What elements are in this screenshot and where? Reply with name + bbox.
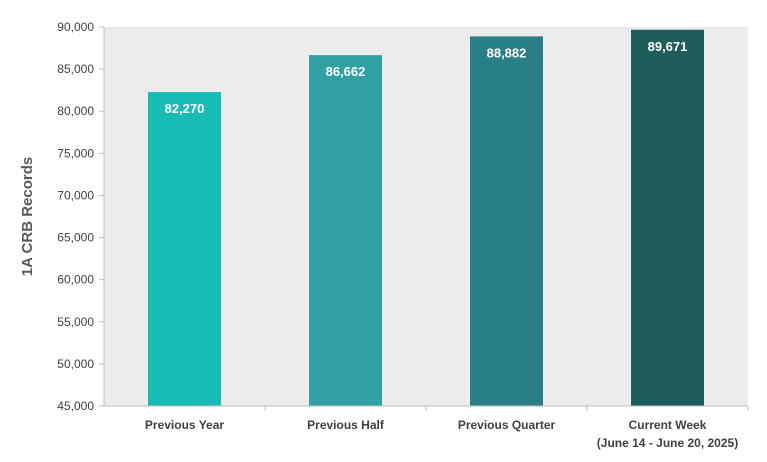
bar <box>470 36 543 406</box>
bar-value-label: 89,671 <box>648 39 688 54</box>
x-tick-label: Previous Half <box>307 418 385 432</box>
x-tick-label: Current Week <box>629 418 707 432</box>
y-tick-label: 60,000 <box>57 273 94 287</box>
bar-value-label: 86,662 <box>326 64 366 79</box>
y-tick-label: 50,000 <box>57 357 94 371</box>
y-tick-label: 80,000 <box>57 104 94 118</box>
x-axis: Previous Year Previous Half Previous Quart… <box>104 405 749 450</box>
y-tick-label: 65,000 <box>57 231 94 245</box>
y-tick-label: 85,000 <box>57 62 94 76</box>
y-tick-label: 70,000 <box>57 188 94 202</box>
y-axis-title: 1A CRB Records <box>19 157 36 276</box>
bar <box>631 29 704 407</box>
bar-value-label: 88,882 <box>487 45 527 60</box>
y-tick-label: 90,000 <box>57 20 94 34</box>
bar <box>309 55 382 407</box>
x-tick-label: (June 14 - June 20, 2025) <box>597 436 738 450</box>
y-tick-label: 55,000 <box>57 315 94 329</box>
bar-value-label: 82,270 <box>165 101 205 116</box>
x-tick-label: Previous Quarter <box>458 418 556 432</box>
y-tick-label: 75,000 <box>57 146 94 160</box>
bars: 82,270 86,662 88,882 89,671 <box>148 29 704 407</box>
bar <box>148 92 221 407</box>
y-tick-label: 45,000 <box>57 399 94 413</box>
x-tick-label: Previous Year <box>145 418 224 432</box>
y-axis: 45,000 50,000 55,000 60,000 65,000 70,000 75,0… <box>57 20 105 413</box>
